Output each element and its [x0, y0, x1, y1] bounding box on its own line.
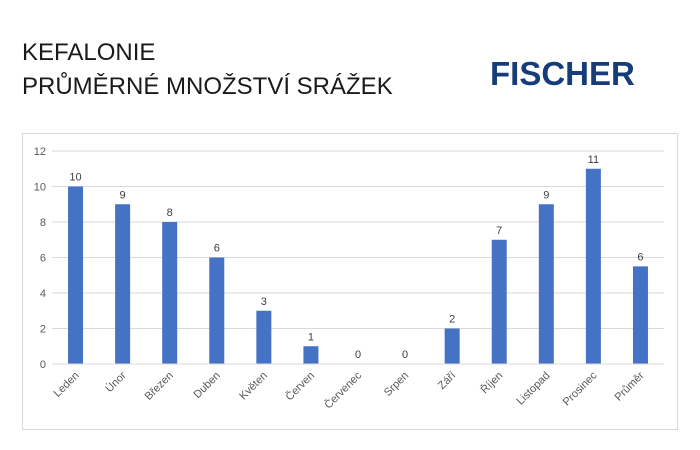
- x-tick-label: Duben: [191, 370, 222, 401]
- y-tick-label: 2: [40, 324, 46, 336]
- data-label: 9: [543, 189, 549, 201]
- chart-frame: [22, 133, 678, 430]
- title-block: KEFALONIE PRŮMĚRNÉ MNOŽSTVÍ SRÁŽEK: [22, 36, 393, 104]
- x-tick-label: Srpen: [382, 370, 411, 399]
- bar: [491, 239, 507, 364]
- bar: [585, 168, 601, 364]
- x-tick-label: Únor: [103, 369, 129, 395]
- bar: [115, 204, 131, 364]
- bar: [538, 204, 554, 364]
- x-tick-label: Září: [436, 370, 458, 392]
- bar: [444, 328, 460, 364]
- data-label: 8: [167, 207, 173, 219]
- data-label: 3: [261, 296, 267, 308]
- data-label: 0: [355, 349, 361, 361]
- bar: [162, 222, 178, 364]
- data-label: 0: [402, 349, 408, 361]
- x-tick-label: Říjen: [478, 369, 505, 396]
- y-tick-label: 12: [34, 146, 46, 158]
- data-label: 10: [69, 172, 81, 184]
- bar: [209, 257, 225, 364]
- x-tick-label: Listopad: [515, 370, 553, 408]
- data-label: 9: [120, 189, 126, 201]
- data-label: 2: [449, 314, 455, 326]
- data-label: 7: [496, 225, 502, 237]
- x-tick-label: Prosinec: [561, 369, 600, 408]
- y-tick-label: 4: [40, 288, 46, 300]
- x-tick-label: Červenec: [322, 369, 365, 412]
- bar: [632, 266, 648, 364]
- bar: [303, 346, 319, 364]
- y-tick-label: 0: [40, 359, 46, 371]
- data-label: 6: [637, 251, 643, 263]
- x-tick-label: Březen: [143, 370, 176, 403]
- bar: [68, 186, 84, 364]
- data-label: 6: [214, 243, 220, 255]
- page-title: KEFALONIE: [22, 39, 156, 66]
- brand-logo: FISCHER: [490, 55, 635, 92]
- data-label: 11: [588, 154, 599, 166]
- x-tick-label: Průměr: [613, 369, 647, 403]
- y-tick-label: 10: [34, 182, 46, 194]
- x-tick-label: Květen: [237, 370, 270, 403]
- data-label: 1: [308, 331, 314, 343]
- page-subtitle: PRŮMĚRNÉ MNOŽSTVÍ SRÁŽEK: [22, 73, 393, 100]
- y-tick-label: 8: [40, 217, 46, 229]
- bar: [256, 310, 272, 364]
- x-tick-label: Leden: [52, 370, 82, 400]
- y-tick-label: 6: [40, 253, 46, 265]
- x-tick-label: Červen: [283, 369, 317, 403]
